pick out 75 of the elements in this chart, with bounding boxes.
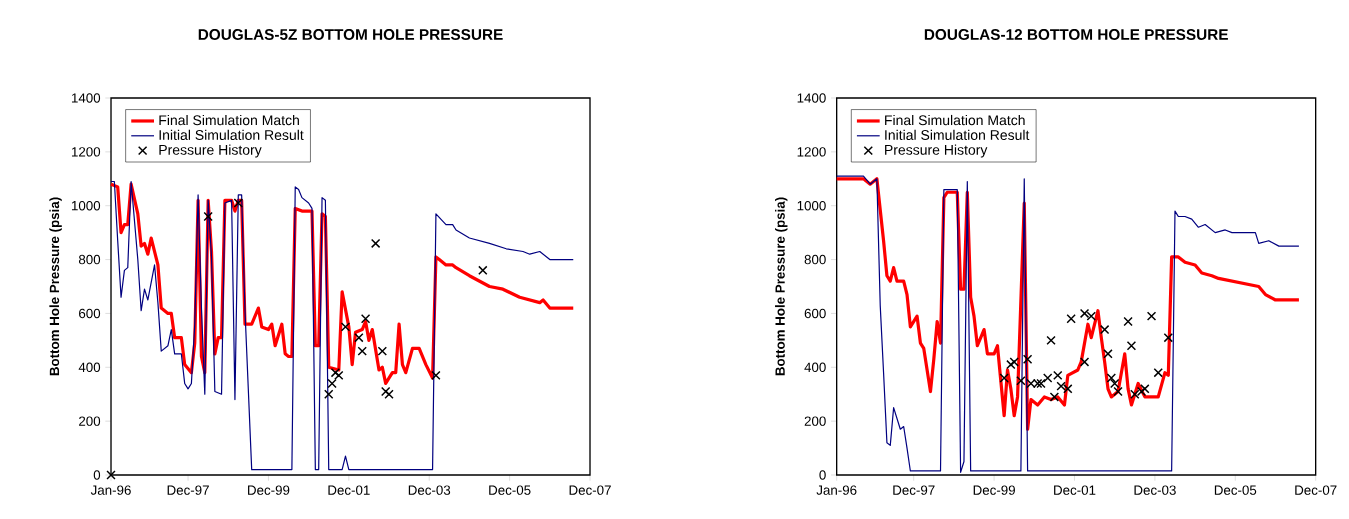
chart-title: DOUGLAS-5Z BOTTOM HOLE PRESSURE [198, 29, 503, 40]
point [384, 389, 394, 399]
point [1079, 357, 1090, 367]
legend-label: Initial Simulation Result [885, 129, 1030, 141]
x-tick-label: Dec-03 [408, 485, 451, 495]
x-tick-label: Dec-01 [328, 485, 370, 495]
point [377, 346, 388, 356]
x-tick-label: Jan-96 [90, 485, 131, 495]
point [370, 238, 381, 249]
point [360, 314, 371, 324]
point [431, 370, 441, 381]
x-tick-label: Jan-96 [816, 485, 857, 495]
legend-label: Pressure History [159, 144, 262, 158]
point [357, 346, 367, 356]
y-tick-label: 1200 [797, 147, 826, 157]
y-tick-label: 1000 [797, 201, 826, 211]
chart-title: DOUGLAS-12 BOTTOM HOLE PRESSURE [924, 29, 1228, 40]
y-tick-label: 400 [804, 362, 826, 372]
legend-label: Final Simulation Match [159, 114, 299, 126]
y-tick-label: 1200 [71, 147, 101, 157]
x-tick-label: Dec-07 [569, 485, 611, 495]
point [999, 373, 1009, 383]
point [1146, 311, 1157, 321]
y-tick-label: 0 [93, 470, 101, 480]
point [1163, 332, 1173, 343]
y-tick-label: 1400 [797, 93, 826, 103]
y-tick-label: 1400 [71, 93, 101, 103]
point [1106, 373, 1117, 383]
x-tick-label: Dec-01 [1054, 485, 1096, 495]
point [1049, 392, 1060, 402]
y-axis-title: Bottom Hole Pressure (psia) [775, 197, 788, 376]
y-tick-label: 800 [78, 254, 101, 265]
point [1110, 378, 1120, 389]
y-tick-label: 200 [804, 416, 826, 426]
point [1022, 354, 1033, 364]
point [324, 389, 334, 399]
x-tick-label: Dec-97 [893, 485, 935, 495]
x-tick-label: Dec-07 [1295, 485, 1337, 495]
point [1140, 384, 1150, 394]
point [203, 211, 213, 222]
point [1066, 314, 1076, 324]
y-tick-label: 0 [819, 470, 826, 480]
point [1153, 367, 1163, 378]
point [354, 332, 364, 343]
line-series [836, 175, 1300, 473]
point [1123, 316, 1133, 327]
point [1099, 324, 1110, 335]
point [106, 470, 116, 480]
legend-label: Final Simulation Match [885, 114, 1025, 126]
y-axis-title: Bottom Hole Pressure (psia) [49, 197, 62, 376]
x-tick-label: Dec-05 [489, 485, 531, 495]
y-tick-label: 800 [804, 254, 826, 265]
y-tick-label: 600 [804, 308, 826, 319]
point [1046, 335, 1056, 346]
x-tick-label: Dec-99 [973, 485, 1015, 495]
y-tick-label: 1000 [71, 201, 101, 211]
point [327, 378, 337, 389]
point [334, 370, 344, 381]
point [233, 198, 243, 208]
point [1126, 341, 1137, 351]
point [478, 265, 488, 276]
y-tick-label: 600 [79, 308, 101, 319]
legend-label: Pressure History [885, 144, 988, 158]
point [380, 386, 391, 397]
y-tick-label: 200 [79, 416, 101, 426]
point [340, 322, 351, 332]
x-tick-label: Dec-99 [248, 485, 290, 495]
point [1113, 386, 1123, 397]
x-tick-label: Dec-03 [1134, 485, 1176, 495]
x-tick-label: Dec-05 [1214, 485, 1257, 495]
y-tick-label: 400 [78, 362, 101, 372]
point [1103, 349, 1113, 359]
legend-label: Initial Simulation Result [159, 129, 304, 141]
point [330, 367, 341, 378]
x-tick-label: Dec-97 [167, 485, 209, 495]
